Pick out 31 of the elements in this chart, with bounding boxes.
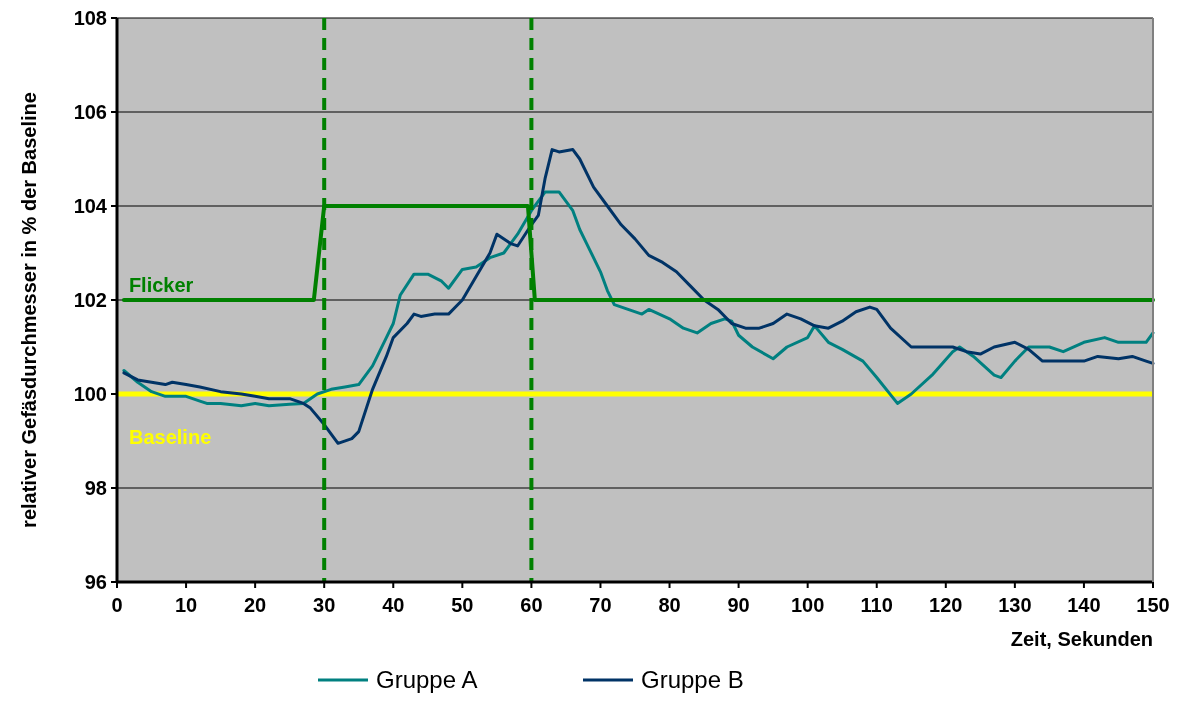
y-tick-label: 104 bbox=[73, 195, 108, 217]
x-tick-label: 90 bbox=[727, 594, 750, 616]
y-tick-label: 108 bbox=[73, 7, 107, 29]
legend-label: Gruppe A bbox=[376, 666, 478, 693]
annotation: Flicker bbox=[128, 274, 194, 296]
x-tick-label: 150 bbox=[1136, 594, 1170, 616]
line-series bbox=[122, 190, 1155, 408]
x-tick-label: 120 bbox=[929, 594, 963, 616]
x-tick-label: 70 bbox=[589, 594, 612, 616]
x-axis-title: Zeit, Sekunden bbox=[1010, 628, 1153, 650]
x-tick-label: 40 bbox=[382, 594, 405, 616]
x-tick-label: 140 bbox=[1067, 594, 1101, 616]
y-axis-title: relativer Gefäsdurchmesser in % der Baseline bbox=[18, 92, 40, 528]
x-tick-label: 80 bbox=[658, 594, 681, 616]
x-tick-label: 100 bbox=[790, 594, 825, 616]
ref-line-label: Baseline bbox=[129, 426, 212, 448]
x-tick-label: 0 bbox=[111, 594, 123, 616]
x-tick-label: 30 bbox=[313, 594, 336, 616]
x-tick-label: 60 bbox=[520, 594, 543, 616]
x-tick-label: 110 bbox=[860, 594, 893, 616]
legend-label: Gruppe B bbox=[641, 666, 744, 693]
x-tick-label: 50 bbox=[451, 594, 474, 616]
line-series bbox=[122, 148, 1155, 445]
y-tick-label: 100 bbox=[73, 383, 107, 405]
y-tick-label: 102 bbox=[73, 289, 107, 311]
x-tick-label: 20 bbox=[244, 594, 267, 616]
x-tick-label: 10 bbox=[174, 594, 198, 616]
y-tick-label: 98 bbox=[84, 477, 107, 499]
x-tick-label: 130 bbox=[998, 594, 1032, 616]
y-tick-label: 106 bbox=[73, 101, 107, 123]
y-tick-label: 96 bbox=[84, 571, 107, 593]
